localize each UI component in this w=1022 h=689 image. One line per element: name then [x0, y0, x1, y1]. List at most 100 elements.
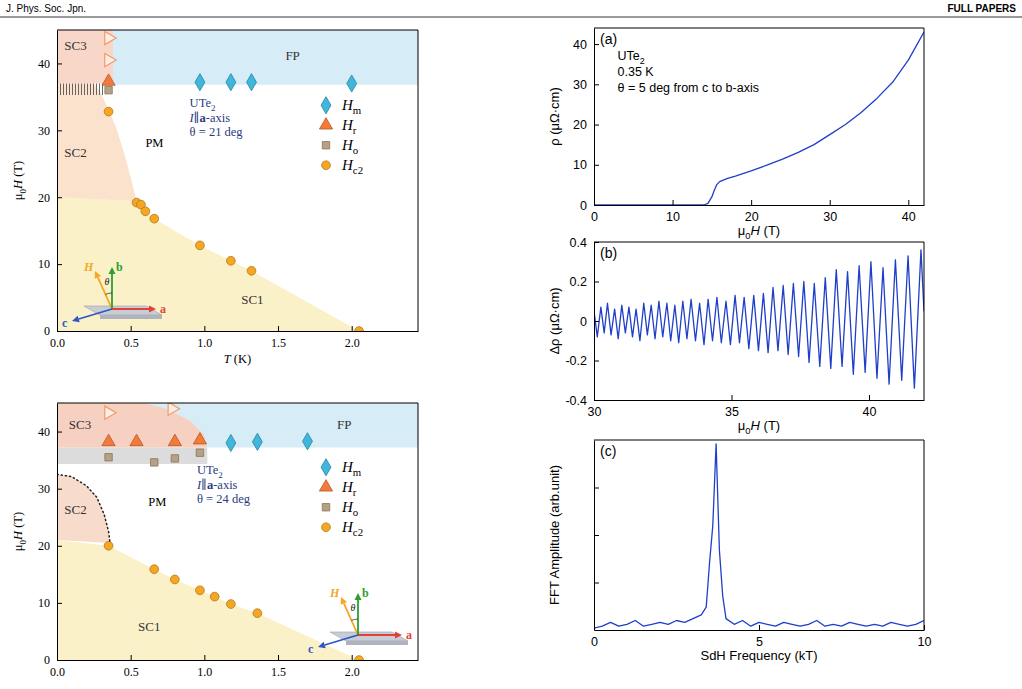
tick: 40	[573, 38, 599, 52]
tick-label: 20	[573, 118, 587, 132]
phase-region	[57, 474, 110, 543]
panel-label: (c)	[600, 443, 616, 459]
tick-mark	[594, 583, 599, 584]
tick: 0.2	[570, 275, 599, 289]
section: FULL PAPERS	[947, 3, 1016, 14]
y-axis-title: Δρ (μΩ·cm)	[547, 287, 562, 354]
text-part: (T)	[11, 161, 25, 180]
tick-label: -0.2	[565, 354, 587, 368]
data-point	[226, 600, 235, 609]
legend-item: Hr	[319, 117, 356, 136]
axis-line	[595, 630, 925, 631]
x-axis-title: SdH Frequency (kT)	[700, 648, 817, 663]
text-part: UTe	[190, 96, 212, 110]
phase-region	[57, 197, 359, 331]
legend-label: Hm	[341, 459, 362, 478]
legend-label: Hm	[341, 97, 362, 116]
legend: HmHrHoHc2	[319, 97, 363, 177]
tick-mark	[204, 655, 205, 660]
annotation: θ = 24 deg	[197, 492, 251, 506]
data-point	[355, 656, 364, 660]
legend-label: Ho	[341, 499, 358, 518]
tick-label: 2.0	[345, 665, 360, 679]
tick: 1.5	[271, 655, 286, 679]
tick-mark	[57, 264, 62, 265]
text-part: Δρ (μΩ·cm)	[547, 287, 562, 354]
inset-angle-arc	[106, 293, 113, 294]
data-point	[105, 31, 116, 44]
legend-symbol	[322, 161, 331, 170]
data-point	[105, 406, 116, 419]
axis-bottom: 0.00.51.01.52.0	[50, 326, 419, 350]
data-point	[150, 214, 159, 223]
axis-left: -0.4-0.200.20.4	[565, 236, 599, 408]
data-point	[102, 74, 115, 85]
tick: 0	[580, 199, 599, 213]
tick: 30	[38, 124, 62, 138]
text-part: FFT Amplitude (arb.unit)	[547, 465, 562, 605]
x-axis-title: T (K)	[224, 352, 251, 366]
text-part: μ	[738, 418, 746, 433]
axis-line	[595, 205, 925, 206]
tick: 10	[666, 200, 680, 224]
tick: 20	[573, 118, 599, 132]
tick: 30	[823, 200, 837, 224]
tick-mark	[278, 655, 279, 660]
frame	[594, 28, 924, 205]
axis-bottom: 0.00.51.01.52.0	[50, 655, 419, 679]
legend-symbol	[319, 480, 332, 491]
panel-label: (a)	[600, 31, 617, 47]
y-axis-title: FFT Amplitude (arb.unit)	[547, 465, 562, 605]
inset-arrow-head	[95, 271, 101, 279]
tick-label: 30	[588, 405, 602, 419]
inset-arrow-head	[395, 632, 402, 639]
tick: 30	[573, 78, 599, 92]
tick-label: 0.4	[570, 236, 587, 250]
data-line	[594, 444, 924, 628]
data-point	[196, 241, 205, 250]
region-label: SC2	[64, 145, 86, 160]
data-point	[247, 266, 256, 275]
tick-mark	[594, 282, 599, 283]
annotation: UTe2	[618, 49, 645, 66]
tick: 30	[38, 482, 62, 496]
legend-item: Ho	[322, 499, 358, 518]
legend-item: Hr	[319, 479, 356, 498]
tick: 1.5	[271, 326, 286, 350]
phase-region	[57, 84, 104, 95]
inset-label: θ	[351, 602, 356, 613]
frame	[594, 242, 924, 400]
annotation: 0.35 K	[618, 65, 655, 79]
tick-label: 0.5	[124, 665, 139, 679]
text-part: r	[353, 124, 357, 136]
data-point	[105, 54, 116, 67]
data-point	[196, 586, 205, 595]
phase-region	[145, 403, 418, 448]
tick-label: 20	[38, 539, 50, 553]
phase-region	[57, 84, 137, 202]
tick-label: 1.5	[271, 665, 286, 679]
data-point	[105, 86, 112, 93]
tick-mark	[57, 130, 62, 131]
tick-label: 0	[580, 199, 587, 213]
frame	[57, 403, 418, 660]
legend-label: Hc2	[341, 157, 363, 176]
inset-arrow	[358, 634, 395, 636]
data-point	[247, 74, 257, 91]
tick	[594, 583, 599, 584]
axis-line	[57, 31, 58, 332]
frame	[594, 440, 924, 630]
axis-line	[594, 29, 595, 206]
axis-line	[58, 660, 419, 661]
x-axis-title: μ0H (T)	[738, 223, 780, 241]
tick-label: 0	[44, 653, 50, 667]
legend-item: Hm	[321, 459, 362, 479]
text-part: m	[353, 466, 362, 478]
inset-label: b	[362, 586, 369, 600]
legend-symbol	[321, 459, 331, 476]
tick-label: 40	[863, 405, 877, 419]
text-part: PM	[145, 136, 163, 150]
tick-mark	[131, 655, 132, 660]
data-point	[171, 455, 178, 462]
plot-area	[594, 250, 924, 388]
